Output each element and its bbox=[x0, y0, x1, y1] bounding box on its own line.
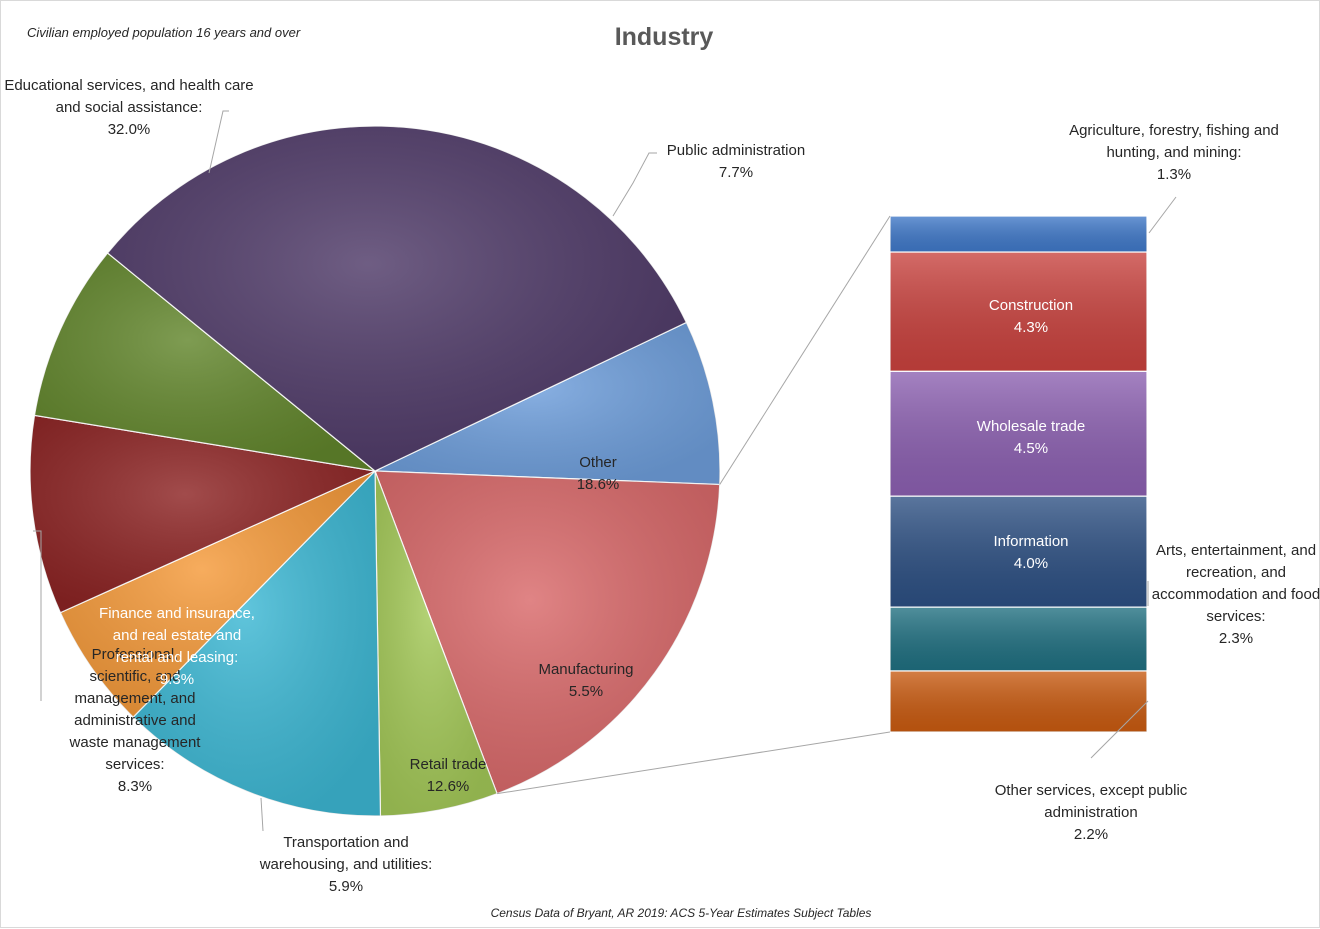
leader-line-professional-services bbox=[33, 530, 42, 701]
leader-line-agriculture bbox=[1148, 196, 1177, 234]
pie-label-other: Other 18.6% bbox=[576, 454, 620, 493]
bar-segment-other-services-except-public-administration bbox=[889, 670, 1148, 733]
bar-label-wholesale-trade: Wholesale trade 4.5% bbox=[976, 418, 1086, 457]
chart-source-note: Census Data of Bryant, AR 2019: ACS 5-Ye… bbox=[490, 906, 872, 920]
pie-label-manufacturing: Manufacturing 5.5% bbox=[538, 661, 634, 700]
connector-line-top bbox=[719, 215, 891, 485]
chart-title: Industry bbox=[614, 23, 714, 51]
chart-subtitle: Civilian employed population 16 years an… bbox=[27, 25, 301, 40]
pie-label-transportation: Transportation and warehousing, and util… bbox=[259, 834, 433, 895]
bar-label-agriculture: Agriculture, forestry, fishing and hunti… bbox=[1069, 122, 1279, 183]
pie-label-public-administration: Public administration 7.7% bbox=[666, 142, 806, 181]
bar-label-information: Information 4.0% bbox=[993, 533, 1069, 572]
leader-line-transportation bbox=[260, 797, 264, 832]
leader-line-educational-services bbox=[208, 110, 229, 174]
bar-segment-agriculture-forestry-fishing-and-hunting-and-mining bbox=[889, 215, 1148, 253]
bar-label-other-services: Other services, except public administra… bbox=[994, 782, 1188, 843]
leader-line-other-services bbox=[1090, 700, 1149, 759]
pie-label-educational-services: Educational services, and health care an… bbox=[4, 77, 254, 138]
bar-label-arts-entertainment: Arts, entertainment, and recreation, and… bbox=[1151, 542, 1320, 647]
pie-label-finance: Finance and insurance, and real estate a… bbox=[99, 605, 255, 688]
pie-label-professional-services: Professional, scientific, and management… bbox=[69, 646, 201, 795]
leader-line-public-administration bbox=[612, 152, 657, 217]
connector-line-bottom bbox=[497, 731, 891, 795]
bar-segment-arts-entertainment-and-recreation-and-accommodation-and-food-services bbox=[889, 606, 1148, 672]
pie-label-retail-trade: Retail trade 12.6% bbox=[409, 756, 487, 795]
bar-label-construction: Construction 4.3% bbox=[988, 297, 1074, 336]
